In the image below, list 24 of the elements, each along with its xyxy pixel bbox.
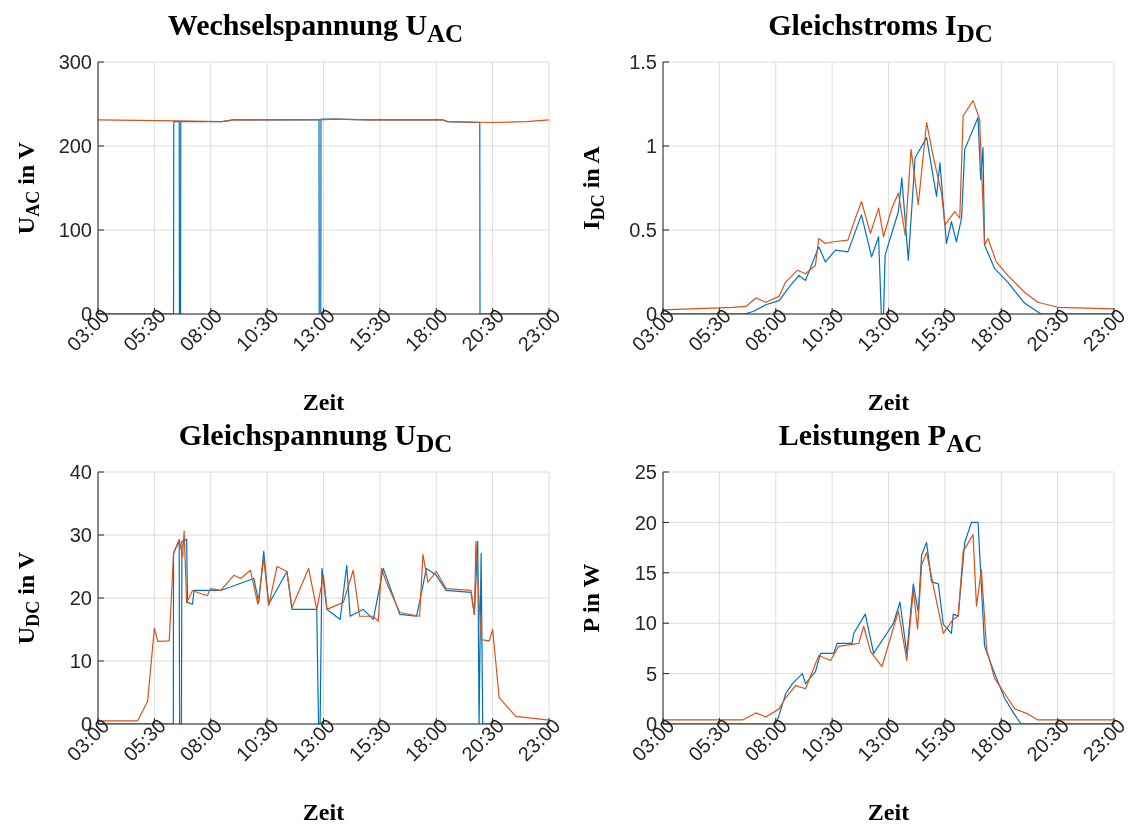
y-tick-label: 1.5 (629, 51, 657, 74)
chart-title: Wechselspannung U$_{AC}$ (167, 8, 464, 47)
y-tick-label: 5 (645, 662, 657, 685)
y-tick-label: 25 (634, 461, 657, 484)
y-axis-title: P in W (578, 563, 604, 633)
y-tick-label: 100 (58, 219, 92, 242)
y-tick-label: 200 (58, 135, 92, 158)
y-tick-label: 0.5 (629, 219, 657, 242)
y-tick-label: 20 (634, 511, 657, 534)
chart-title: Gleichstroms I$_{DC}$ (768, 8, 993, 47)
chart-title: Gleichspannung U$_{DC}$ (178, 418, 453, 457)
y-tick-label: 10 (69, 650, 92, 673)
y-tick-label: 15 (634, 561, 657, 584)
y-tick-label: 300 (58, 51, 92, 74)
y-tick-label: 10 (634, 612, 657, 635)
chart-title: Leistungen P$_{AC}$ (778, 418, 983, 457)
y-tick-label: 30 (69, 524, 92, 547)
y-tick-label: 1 (645, 135, 657, 158)
y-tick-label: 40 (69, 461, 92, 484)
x-axis-title: Zeit (867, 389, 910, 415)
x-axis-title: Zeit (302, 389, 345, 415)
y-tick-label: 20 (69, 587, 92, 610)
x-axis-title: Zeit (867, 799, 910, 825)
x-axis-title: Zeit (302, 799, 345, 825)
